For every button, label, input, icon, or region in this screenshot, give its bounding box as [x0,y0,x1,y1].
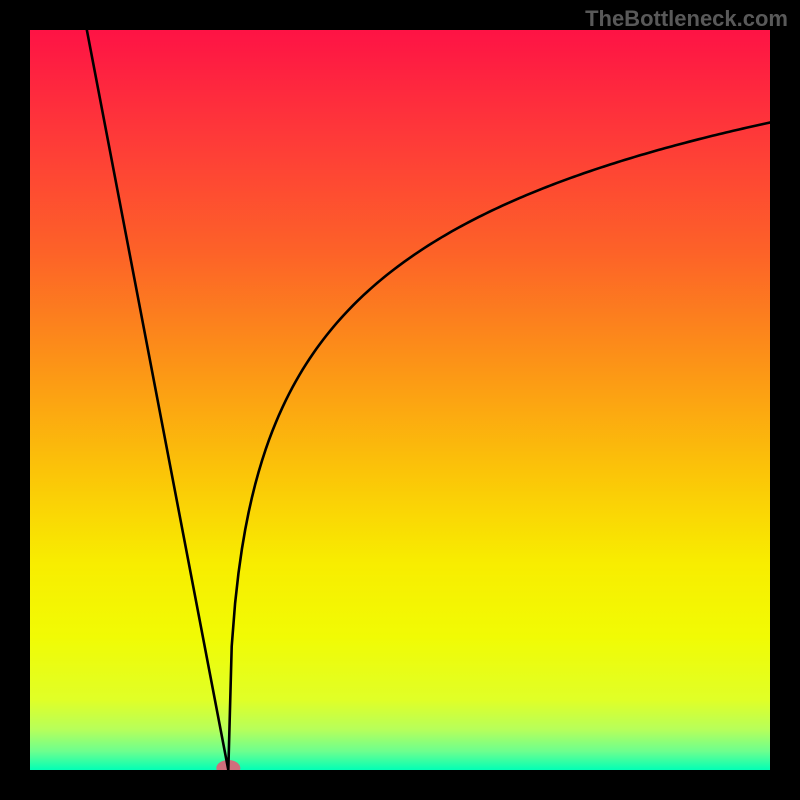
chart-stage: TheBottleneck.com [0,0,800,800]
watermark-text: TheBottleneck.com [585,6,788,32]
plot-gradient-background [30,30,770,770]
chart-svg [0,0,800,800]
